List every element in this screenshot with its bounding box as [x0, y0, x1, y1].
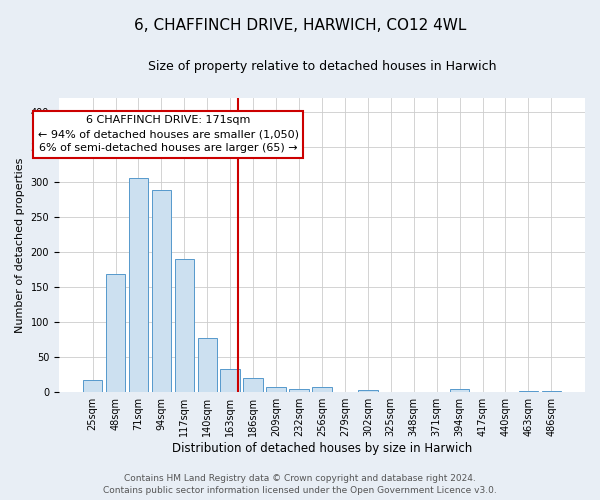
Title: Size of property relative to detached houses in Harwich: Size of property relative to detached ho… [148, 60, 496, 73]
Bar [152, 190, 171, 392]
Bar [128, 178, 148, 392]
Bar [83, 380, 103, 392]
Bar [175, 259, 194, 392]
Bar [358, 390, 377, 392]
Y-axis label: Number of detached properties: Number of detached properties [15, 158, 25, 332]
Bar [266, 386, 286, 392]
Text: Contains HM Land Registry data © Crown copyright and database right 2024.
Contai: Contains HM Land Registry data © Crown c… [103, 474, 497, 495]
Text: 6, CHAFFINCH DRIVE, HARWICH, CO12 4WL: 6, CHAFFINCH DRIVE, HARWICH, CO12 4WL [134, 18, 466, 32]
Bar [106, 274, 125, 392]
Bar [542, 391, 561, 392]
X-axis label: Distribution of detached houses by size in Harwich: Distribution of detached houses by size … [172, 442, 472, 455]
Bar [220, 369, 240, 392]
Bar [518, 391, 538, 392]
Bar [244, 378, 263, 392]
Text: 6 CHAFFINCH DRIVE: 171sqm
← 94% of detached houses are smaller (1,050)
6% of sem: 6 CHAFFINCH DRIVE: 171sqm ← 94% of detac… [38, 116, 299, 154]
Bar [450, 388, 469, 392]
Bar [197, 338, 217, 392]
Bar [312, 386, 332, 392]
Bar [289, 388, 309, 392]
